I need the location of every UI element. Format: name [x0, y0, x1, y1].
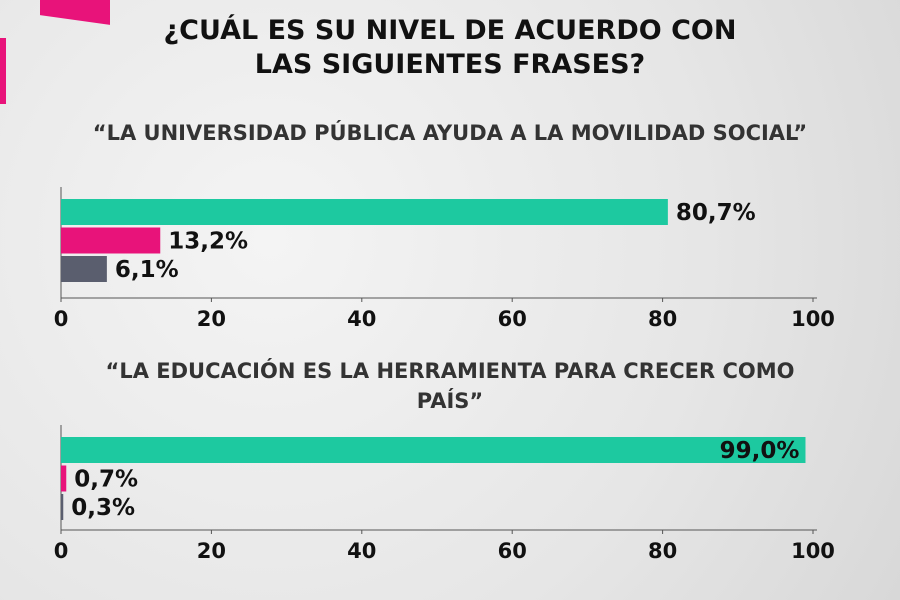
x-tick-label: 40 — [347, 307, 376, 331]
page-title: ¿CUÁL ES SU NIVEL DE ACUERDO CON LAS SIG… — [0, 14, 900, 82]
x-tick-label: 100 — [791, 539, 835, 563]
chart-1-title: “LA UNIVERSIDAD PÚBLICA AYUDA A LA MOVIL… — [92, 121, 808, 145]
x-tick-label: 0 — [54, 539, 69, 563]
title-line: ¿CUÁL ES SU NIVEL DE ACUERDO CON — [163, 15, 737, 46]
x-tick-label: 60 — [498, 307, 527, 331]
x-tick-label: 40 — [347, 539, 376, 563]
bar — [61, 256, 107, 282]
title-line: LAS SIGUIENTES FRASES? — [254, 49, 646, 80]
bar — [61, 199, 668, 225]
chart-2-title: “LA EDUCACIÓN ES LA HERRAMIENTA PARA CRE… — [105, 359, 795, 413]
x-tick-label: 0 — [54, 307, 69, 331]
bar — [61, 227, 161, 254]
bar — [61, 437, 806, 463]
data-label: 13,2% — [168, 229, 248, 255]
data-label: 0,3% — [71, 495, 135, 521]
x-tick-label: 20 — [197, 539, 226, 563]
x-tick-label: 80 — [648, 307, 677, 331]
data-label: 99,0% — [720, 438, 800, 464]
x-tick-label: 100 — [791, 307, 835, 331]
decor-shape — [0, 38, 6, 104]
x-tick-label: 20 — [197, 307, 226, 331]
data-label: 6,1% — [115, 257, 179, 283]
bar — [61, 494, 64, 520]
bar — [61, 465, 67, 492]
data-label: 0,7% — [74, 467, 138, 493]
data-label: 80,7% — [676, 200, 756, 226]
x-tick-label: 80 — [648, 539, 677, 563]
x-tick-label: 60 — [498, 539, 527, 563]
